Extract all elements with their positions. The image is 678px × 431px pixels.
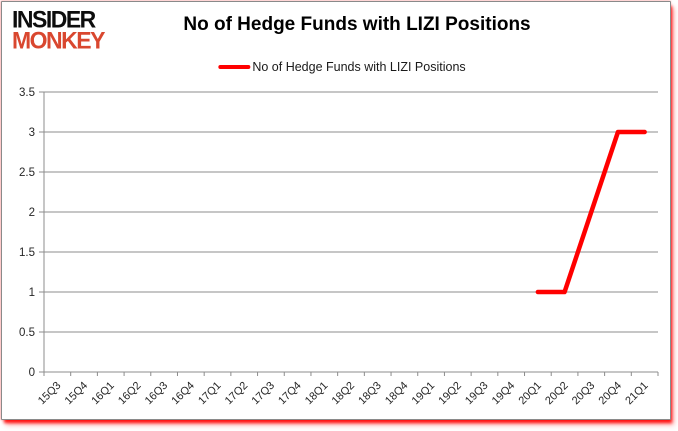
x-axis-tick-label: 18Q4 — [383, 380, 411, 408]
x-axis-tick-label: 19Q2 — [436, 380, 464, 408]
y-axis-tick-label: 1 — [29, 287, 35, 299]
x-axis-tick-label: 17Q4 — [276, 380, 304, 408]
legend: No of Hedge Funds with LIZI Positions — [218, 60, 466, 74]
x-axis-tick-label: 16Q2 — [116, 380, 144, 408]
y-axis-tick-label: 0 — [29, 367, 35, 379]
y-axis-tick-label: 3.5 — [19, 87, 35, 99]
chart-title: No of Hedge Funds with LIZI Positions — [183, 14, 531, 35]
x-axis-tick-label: 18Q3 — [356, 380, 384, 408]
x-axis-tick-label: 16Q3 — [143, 380, 171, 408]
x-axis-tick-label: 17Q2 — [223, 380, 251, 408]
chart-frame: INSIDER MONKEY No of Hedge Funds with LI… — [1, 1, 671, 420]
x-axis-tick-label: 17Q3 — [250, 380, 278, 408]
x-axis-tick-label: 19Q3 — [463, 380, 491, 408]
logo-text-insider: INSIDER — [12, 5, 96, 33]
x-axis-tick-label: 20Q2 — [543, 380, 571, 408]
line-chart-plot: 0 0.5 1 1.5 2 2.5 3 3.5 15Q3 15Q4 16Q1 16Q2 16Q3 16Q4… — [19, 87, 659, 408]
x-axis-tick-label: 16Q1 — [89, 380, 117, 408]
x-axis-tick-label: 19Q4 — [490, 380, 518, 408]
x-axis-tick-label: 20Q3 — [570, 380, 598, 408]
y-axis-tick-label: 1.5 — [19, 247, 35, 259]
x-axis-tick-label: 15Q3 — [36, 380, 64, 408]
insider-monkey-logo: INSIDER MONKEY — [12, 5, 105, 54]
x-axis-tick-label: 20Q1 — [516, 380, 544, 408]
x-axis-tick-label: 18Q2 — [330, 380, 358, 408]
x-axis-tick-label: 16Q4 — [169, 380, 197, 408]
x-axis-tick-label: 18Q1 — [303, 380, 331, 408]
x-axis-tick-label: 15Q4 — [63, 380, 91, 408]
x-axis-tick-label: 20Q4 — [597, 380, 625, 408]
x-axis-tick-label: 17Q1 — [196, 380, 224, 408]
y-axis-tick-label: 2.5 — [19, 167, 35, 179]
legend-label: No of Hedge Funds with LIZI Positions — [252, 60, 466, 74]
y-axis-tick-label: 3 — [29, 127, 35, 139]
x-axis-tick-label: 21Q1 — [623, 380, 651, 408]
series-line — [535, 129, 647, 295]
legend-line-marker — [218, 65, 251, 69]
y-axis-tick-label: 0.5 — [19, 327, 35, 339]
logo-text-monkey: MONKEY — [12, 26, 105, 54]
y-axis-tick-label: 2 — [29, 207, 35, 219]
x-axis-tick-label: 19Q1 — [410, 380, 438, 408]
